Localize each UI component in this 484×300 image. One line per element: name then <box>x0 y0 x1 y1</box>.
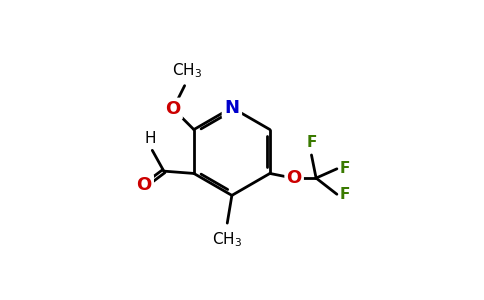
Text: O: O <box>287 169 302 187</box>
Text: CH$_3$: CH$_3$ <box>172 61 202 80</box>
Text: H: H <box>144 131 156 146</box>
Text: O: O <box>136 176 152 194</box>
Text: F: F <box>306 135 317 150</box>
Text: O: O <box>166 100 181 118</box>
Text: CH$_3$: CH$_3$ <box>212 230 242 249</box>
Text: F: F <box>339 161 349 176</box>
Text: F: F <box>339 187 349 202</box>
Text: N: N <box>225 99 240 117</box>
